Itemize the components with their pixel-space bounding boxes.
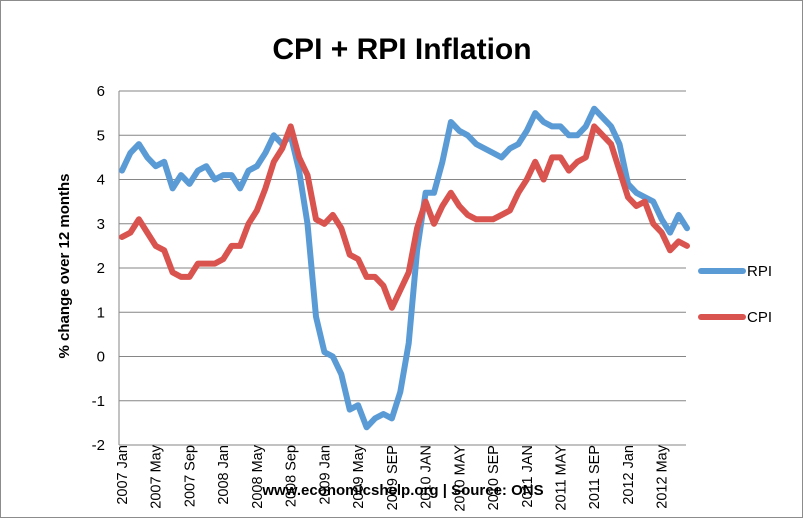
y-axis-label: % change over 12 months	[56, 173, 73, 358]
y-tick-label: 2	[97, 260, 105, 277]
legend-label-cpi: CPI	[747, 309, 772, 326]
x-tick-label: 2008 Sep	[284, 445, 300, 507]
x-tick-label: 2011 MAY	[554, 445, 570, 511]
x-tick-label: 2008 Jan	[216, 445, 232, 505]
x-tick-label: 2011 JAN	[520, 445, 536, 508]
y-tick-label: 1	[97, 304, 105, 321]
x-tick-label: 2010 SEP	[486, 445, 502, 510]
legend: RPI CPI	[698, 263, 772, 326]
y-tick-labels: -2 -1 0 1 2 3 4 5 6	[92, 83, 105, 454]
x-tick-label: 2007 May	[149, 444, 165, 508]
x-tick-label: 2009 SEP	[385, 445, 401, 510]
x-tick-label: 2010 MAY	[452, 445, 468, 512]
y-tick-label: 4	[97, 172, 105, 189]
y-tick-label: 6	[97, 83, 105, 100]
chart-title: CPI + RPI Inflation	[272, 33, 531, 66]
y-tick-label: -2	[92, 437, 105, 454]
x-tick-label: 2012 May	[655, 444, 671, 508]
source-caption: www.economicshelp.org | Source: ONS	[261, 482, 543, 499]
y-tick-label: 5	[97, 127, 105, 144]
legend-label-rpi: RPI	[747, 263, 772, 280]
x-tick-labels: 2007 Jan 2007 May 2007 Sep 2008 Jan 2008 May…	[115, 444, 671, 511]
x-tick-label: 2009 May	[351, 444, 367, 508]
x-tick-label: 2012 Jan	[621, 445, 637, 505]
x-tick-label: 2011 SEP	[587, 445, 603, 509]
x-tick-label: 2007 Sep	[182, 445, 198, 507]
x-tick-label: 2009 Jan	[317, 445, 333, 505]
y-tick-label: 3	[97, 216, 105, 233]
series-line-cpi	[119, 123, 690, 311]
x-tick-label: 2007 Jan	[115, 445, 131, 505]
series-lines	[119, 105, 690, 431]
series-line-rpi	[119, 105, 690, 431]
y-tick-label: 0	[97, 349, 105, 366]
x-tick-label: 2010 JAN	[419, 445, 435, 509]
x-tick-label: 2008 May	[250, 444, 266, 508]
y-tick-label: -1	[92, 393, 105, 410]
